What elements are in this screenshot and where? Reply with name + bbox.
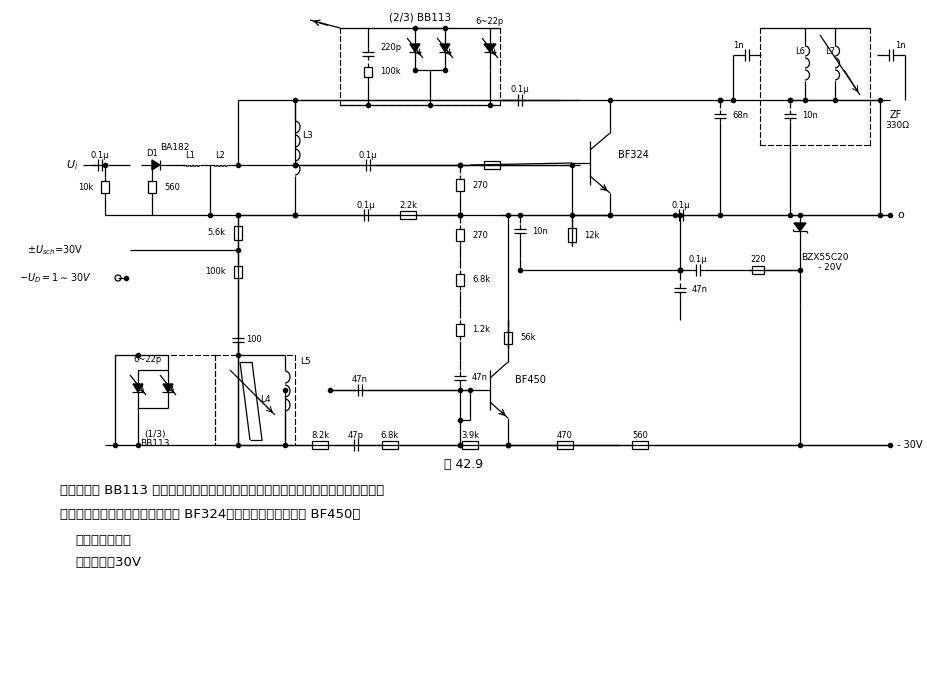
Text: L1: L1 bbox=[184, 151, 195, 160]
Text: 220p: 220p bbox=[379, 44, 400, 52]
Text: 6.8k: 6.8k bbox=[472, 275, 489, 285]
Text: $\pm U_{sch}$=30V: $\pm U_{sch}$=30V bbox=[27, 243, 83, 257]
Text: 1n: 1n bbox=[894, 42, 905, 50]
Text: L6: L6 bbox=[794, 48, 804, 57]
Text: L5: L5 bbox=[299, 357, 311, 367]
Bar bbox=[455, 324, 464, 336]
Text: (2/3) BB113: (2/3) BB113 bbox=[388, 13, 451, 23]
Bar bbox=[363, 67, 372, 77]
Text: D1: D1 bbox=[146, 149, 158, 157]
Text: L3: L3 bbox=[302, 131, 313, 139]
Text: 10k: 10k bbox=[78, 182, 93, 192]
Text: - 30V: - 30V bbox=[896, 440, 921, 450]
Text: 0.1μ: 0.1μ bbox=[510, 85, 528, 94]
Text: 47p: 47p bbox=[348, 431, 363, 439]
Text: 270: 270 bbox=[472, 230, 488, 240]
Text: BA182: BA182 bbox=[160, 143, 189, 151]
Bar bbox=[455, 229, 464, 241]
Text: 47n: 47n bbox=[472, 374, 488, 382]
Text: L2: L2 bbox=[215, 151, 224, 160]
Text: BF450: BF450 bbox=[514, 375, 545, 385]
Text: 主要技术数据：: 主要技术数据： bbox=[75, 534, 131, 546]
Text: ZF: ZF bbox=[889, 110, 901, 120]
Text: 0.1μ: 0.1μ bbox=[671, 201, 690, 209]
Text: $U_i$: $U_i$ bbox=[66, 158, 78, 172]
Text: 6.8k: 6.8k bbox=[380, 431, 399, 439]
Polygon shape bbox=[794, 223, 806, 231]
Text: L4: L4 bbox=[260, 396, 270, 404]
Text: 0.1μ: 0.1μ bbox=[359, 151, 377, 160]
Text: 330Ω: 330Ω bbox=[884, 120, 908, 129]
Text: 10n: 10n bbox=[801, 112, 817, 120]
Text: 该电路采用 BB113 三调谐二极管，并可达到采用普通可变电容短波调谐器所具有的各: 该电路采用 BB113 三调谐二极管，并可达到采用普通可变电容短波调谐器所具有的… bbox=[60, 483, 384, 497]
Polygon shape bbox=[163, 384, 172, 392]
Bar bbox=[311, 441, 327, 449]
Text: 3.9k: 3.9k bbox=[461, 431, 478, 439]
Text: 图 42.9: 图 42.9 bbox=[444, 458, 483, 472]
Text: 100k: 100k bbox=[379, 67, 400, 77]
Text: 56k: 56k bbox=[519, 334, 535, 343]
Bar bbox=[484, 161, 500, 169]
Text: o: o bbox=[896, 210, 903, 220]
Text: 0.1μ: 0.1μ bbox=[91, 151, 109, 160]
Bar bbox=[234, 225, 242, 240]
Bar bbox=[567, 228, 576, 242]
Bar bbox=[455, 274, 464, 286]
Text: 10n: 10n bbox=[531, 227, 547, 236]
Text: 5.6k: 5.6k bbox=[208, 228, 226, 237]
Text: 47n: 47n bbox=[351, 376, 368, 384]
Text: 560: 560 bbox=[164, 182, 180, 192]
Text: 6~22p: 6~22p bbox=[476, 17, 503, 26]
Text: 6~22p: 6~22p bbox=[133, 355, 162, 365]
Text: - 20V: - 20V bbox=[818, 264, 841, 273]
Polygon shape bbox=[410, 44, 420, 52]
Text: 100: 100 bbox=[246, 336, 261, 345]
Bar bbox=[234, 266, 242, 278]
Text: L7: L7 bbox=[824, 48, 834, 57]
Text: BB113: BB113 bbox=[140, 439, 170, 448]
Bar bbox=[147, 181, 156, 193]
Polygon shape bbox=[484, 44, 495, 52]
Bar bbox=[382, 441, 398, 449]
Bar bbox=[556, 441, 572, 449]
Text: 12k: 12k bbox=[583, 230, 599, 240]
Text: 项指标数据。混频级采用硅晶体管 BF324，振赊器采用硅晶体管 BF450。: 项指标数据。混频级采用硅晶体管 BF324，振赊器采用硅晶体管 BF450。 bbox=[60, 509, 360, 522]
Polygon shape bbox=[152, 160, 159, 170]
Bar bbox=[631, 441, 647, 449]
Polygon shape bbox=[133, 384, 143, 392]
Bar bbox=[503, 332, 512, 344]
Polygon shape bbox=[439, 44, 450, 52]
Bar bbox=[101, 181, 108, 193]
Bar bbox=[400, 211, 415, 219]
Text: 1.2k: 1.2k bbox=[472, 326, 489, 334]
Text: (1/3): (1/3) bbox=[144, 431, 166, 439]
Text: BF324: BF324 bbox=[617, 150, 648, 160]
Text: 2.2k: 2.2k bbox=[399, 201, 416, 209]
Bar bbox=[455, 179, 464, 191]
Text: 0.1μ: 0.1μ bbox=[356, 201, 375, 209]
Text: $-U_D=1{\sim}30V$: $-U_D=1{\sim}30V$ bbox=[19, 271, 91, 285]
Text: BZX55C20: BZX55C20 bbox=[800, 254, 848, 262]
Bar bbox=[751, 266, 763, 274]
Text: 270: 270 bbox=[472, 180, 488, 190]
Text: 8.2k: 8.2k bbox=[311, 431, 329, 439]
Text: 工作电压：30V: 工作电压：30V bbox=[75, 555, 141, 569]
Text: 0.1μ: 0.1μ bbox=[688, 256, 706, 264]
Text: 68n: 68n bbox=[731, 112, 747, 120]
Text: 220: 220 bbox=[749, 256, 765, 264]
Text: 1n: 1n bbox=[732, 42, 743, 50]
Text: 100k: 100k bbox=[205, 267, 226, 277]
Text: 47n: 47n bbox=[692, 285, 707, 295]
Text: 470: 470 bbox=[556, 431, 572, 439]
Bar bbox=[462, 441, 477, 449]
Text: 560: 560 bbox=[631, 431, 647, 439]
